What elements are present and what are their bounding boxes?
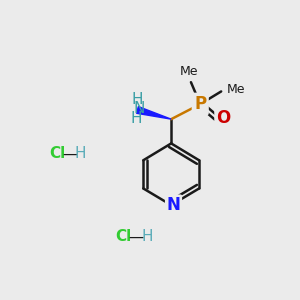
Text: N: N [167,196,181,214]
Text: Cl: Cl [49,146,65,161]
Text: —: — [62,146,78,161]
Text: Me: Me [179,65,198,78]
Text: N: N [134,101,145,116]
Polygon shape [136,106,171,119]
Text: H: H [130,110,142,125]
Text: —: — [129,230,144,244]
Text: H: H [132,92,143,107]
Text: H: H [75,146,86,161]
Text: Me: Me [227,83,245,96]
Text: Cl: Cl [116,230,132,244]
Text: P: P [194,95,206,113]
Text: H: H [141,230,152,244]
Text: O: O [216,109,230,127]
